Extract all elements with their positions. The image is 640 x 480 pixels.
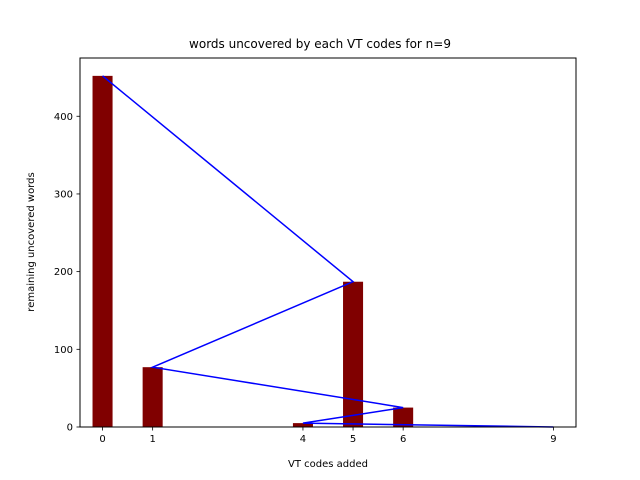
y-axis-label: remaining uncovered words (26, 172, 37, 311)
plot-frame (79, 57, 577, 428)
x-axis: 0 1 4 5 6 9 (99, 427, 557, 445)
y-axis: 0 100 200 300 400 (54, 112, 80, 434)
x-tick-label-0: 0 (99, 434, 105, 445)
y-tick-label-400: 400 (54, 112, 73, 123)
y-tick-label-0: 0 (67, 423, 73, 434)
x-tick-label-4: 4 (300, 434, 306, 445)
bar-0 (92, 75, 113, 427)
y-tick-label-300: 300 (54, 189, 73, 200)
bar-4 (292, 423, 313, 427)
x-tick-label-1: 1 (149, 434, 155, 445)
series-line (102, 75, 554, 428)
line-layer (102, 75, 554, 428)
x-tick-label-9: 9 (550, 434, 556, 445)
chart-title: words uncovered by each VT codes for n=9 (189, 37, 451, 51)
y-tick-label-100: 100 (54, 345, 73, 356)
bars (92, 75, 414, 427)
x-tick-label-5: 5 (350, 434, 356, 445)
bar-6 (393, 407, 414, 427)
bar-1 (142, 367, 163, 427)
x-axis-label: VT codes added (288, 459, 368, 470)
x-tick-label-6: 6 (400, 434, 406, 445)
y-tick-label-200: 200 (54, 267, 73, 278)
bar-5 (343, 281, 364, 427)
